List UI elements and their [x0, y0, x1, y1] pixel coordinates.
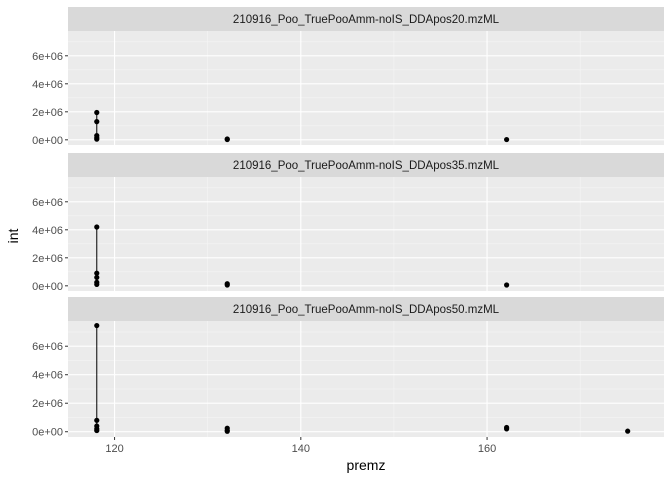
data-point [224, 428, 230, 434]
data-point [504, 282, 510, 288]
y-tick-label: 2e+06 [32, 398, 63, 410]
y-tick-label: 4e+06 [32, 79, 63, 91]
data-point [94, 427, 100, 434]
data-point [94, 224, 100, 230]
facet-strip [68, 153, 664, 177]
data-point [94, 109, 100, 116]
data-point [625, 428, 631, 434]
facet-strip-label: 210916_Poo_TruePooAmm-noIS_DDApos20.mzML [233, 14, 500, 26]
y-tick-label: 6e+06 [32, 197, 63, 209]
data-point [94, 322, 100, 329]
y-tick-label: 2e+06 [32, 253, 63, 265]
facet-strip-label: 210916_Poo_TruePooAmm-noIS_DDApos50.mzML [233, 304, 500, 316]
facet-panel: 210916_Poo_TruePooAmm-noIS_DDApos35.mzML… [32, 153, 664, 293]
data-point [224, 136, 230, 143]
x-tick-label: 120 [105, 443, 123, 455]
y-tick-label: 2e+06 [32, 107, 63, 119]
facet-panel: 210916_Poo_TruePooAmm-noIS_DDApos50.mzML… [32, 297, 664, 439]
data-point [94, 274, 100, 281]
facet-strip [68, 7, 664, 31]
y-tick-label: 4e+06 [32, 370, 63, 382]
panel-background [68, 177, 664, 291]
data-point [504, 136, 510, 143]
x-tick-label: 140 [292, 443, 310, 455]
y-axis-title: int [5, 229, 21, 244]
x-tick-label: 160 [478, 443, 496, 455]
data-point [94, 281, 100, 288]
x-axis-title: premz [347, 457, 386, 473]
data-point [504, 426, 510, 432]
data-point [94, 119, 100, 125]
facet-panel: 210916_Poo_TruePooAmm-noIS_DDApos20.mzML… [32, 7, 664, 147]
y-tick-label: 6e+06 [32, 51, 63, 63]
panel-background [68, 321, 664, 437]
facet-strip-label: 210916_Poo_TruePooAmm-noIS_DDApos35.mzML [233, 160, 500, 172]
data-point [224, 282, 230, 288]
data-point [94, 417, 100, 423]
y-tick-label: 6e+06 [32, 341, 63, 353]
data-point [94, 270, 100, 276]
y-tick-label: 0e+00 [32, 135, 63, 147]
y-tick-label: 4e+06 [32, 225, 63, 237]
facets: 210916_Poo_TruePooAmm-noIS_DDApos20.mzML… [32, 7, 664, 439]
y-tick-label: 0e+00 [32, 427, 63, 439]
x-axis: 120 140 160 [105, 437, 496, 455]
y-tick-label: 0e+00 [32, 281, 63, 293]
data-point [94, 136, 100, 142]
facet-strip [68, 297, 664, 321]
panel-background [68, 31, 664, 145]
